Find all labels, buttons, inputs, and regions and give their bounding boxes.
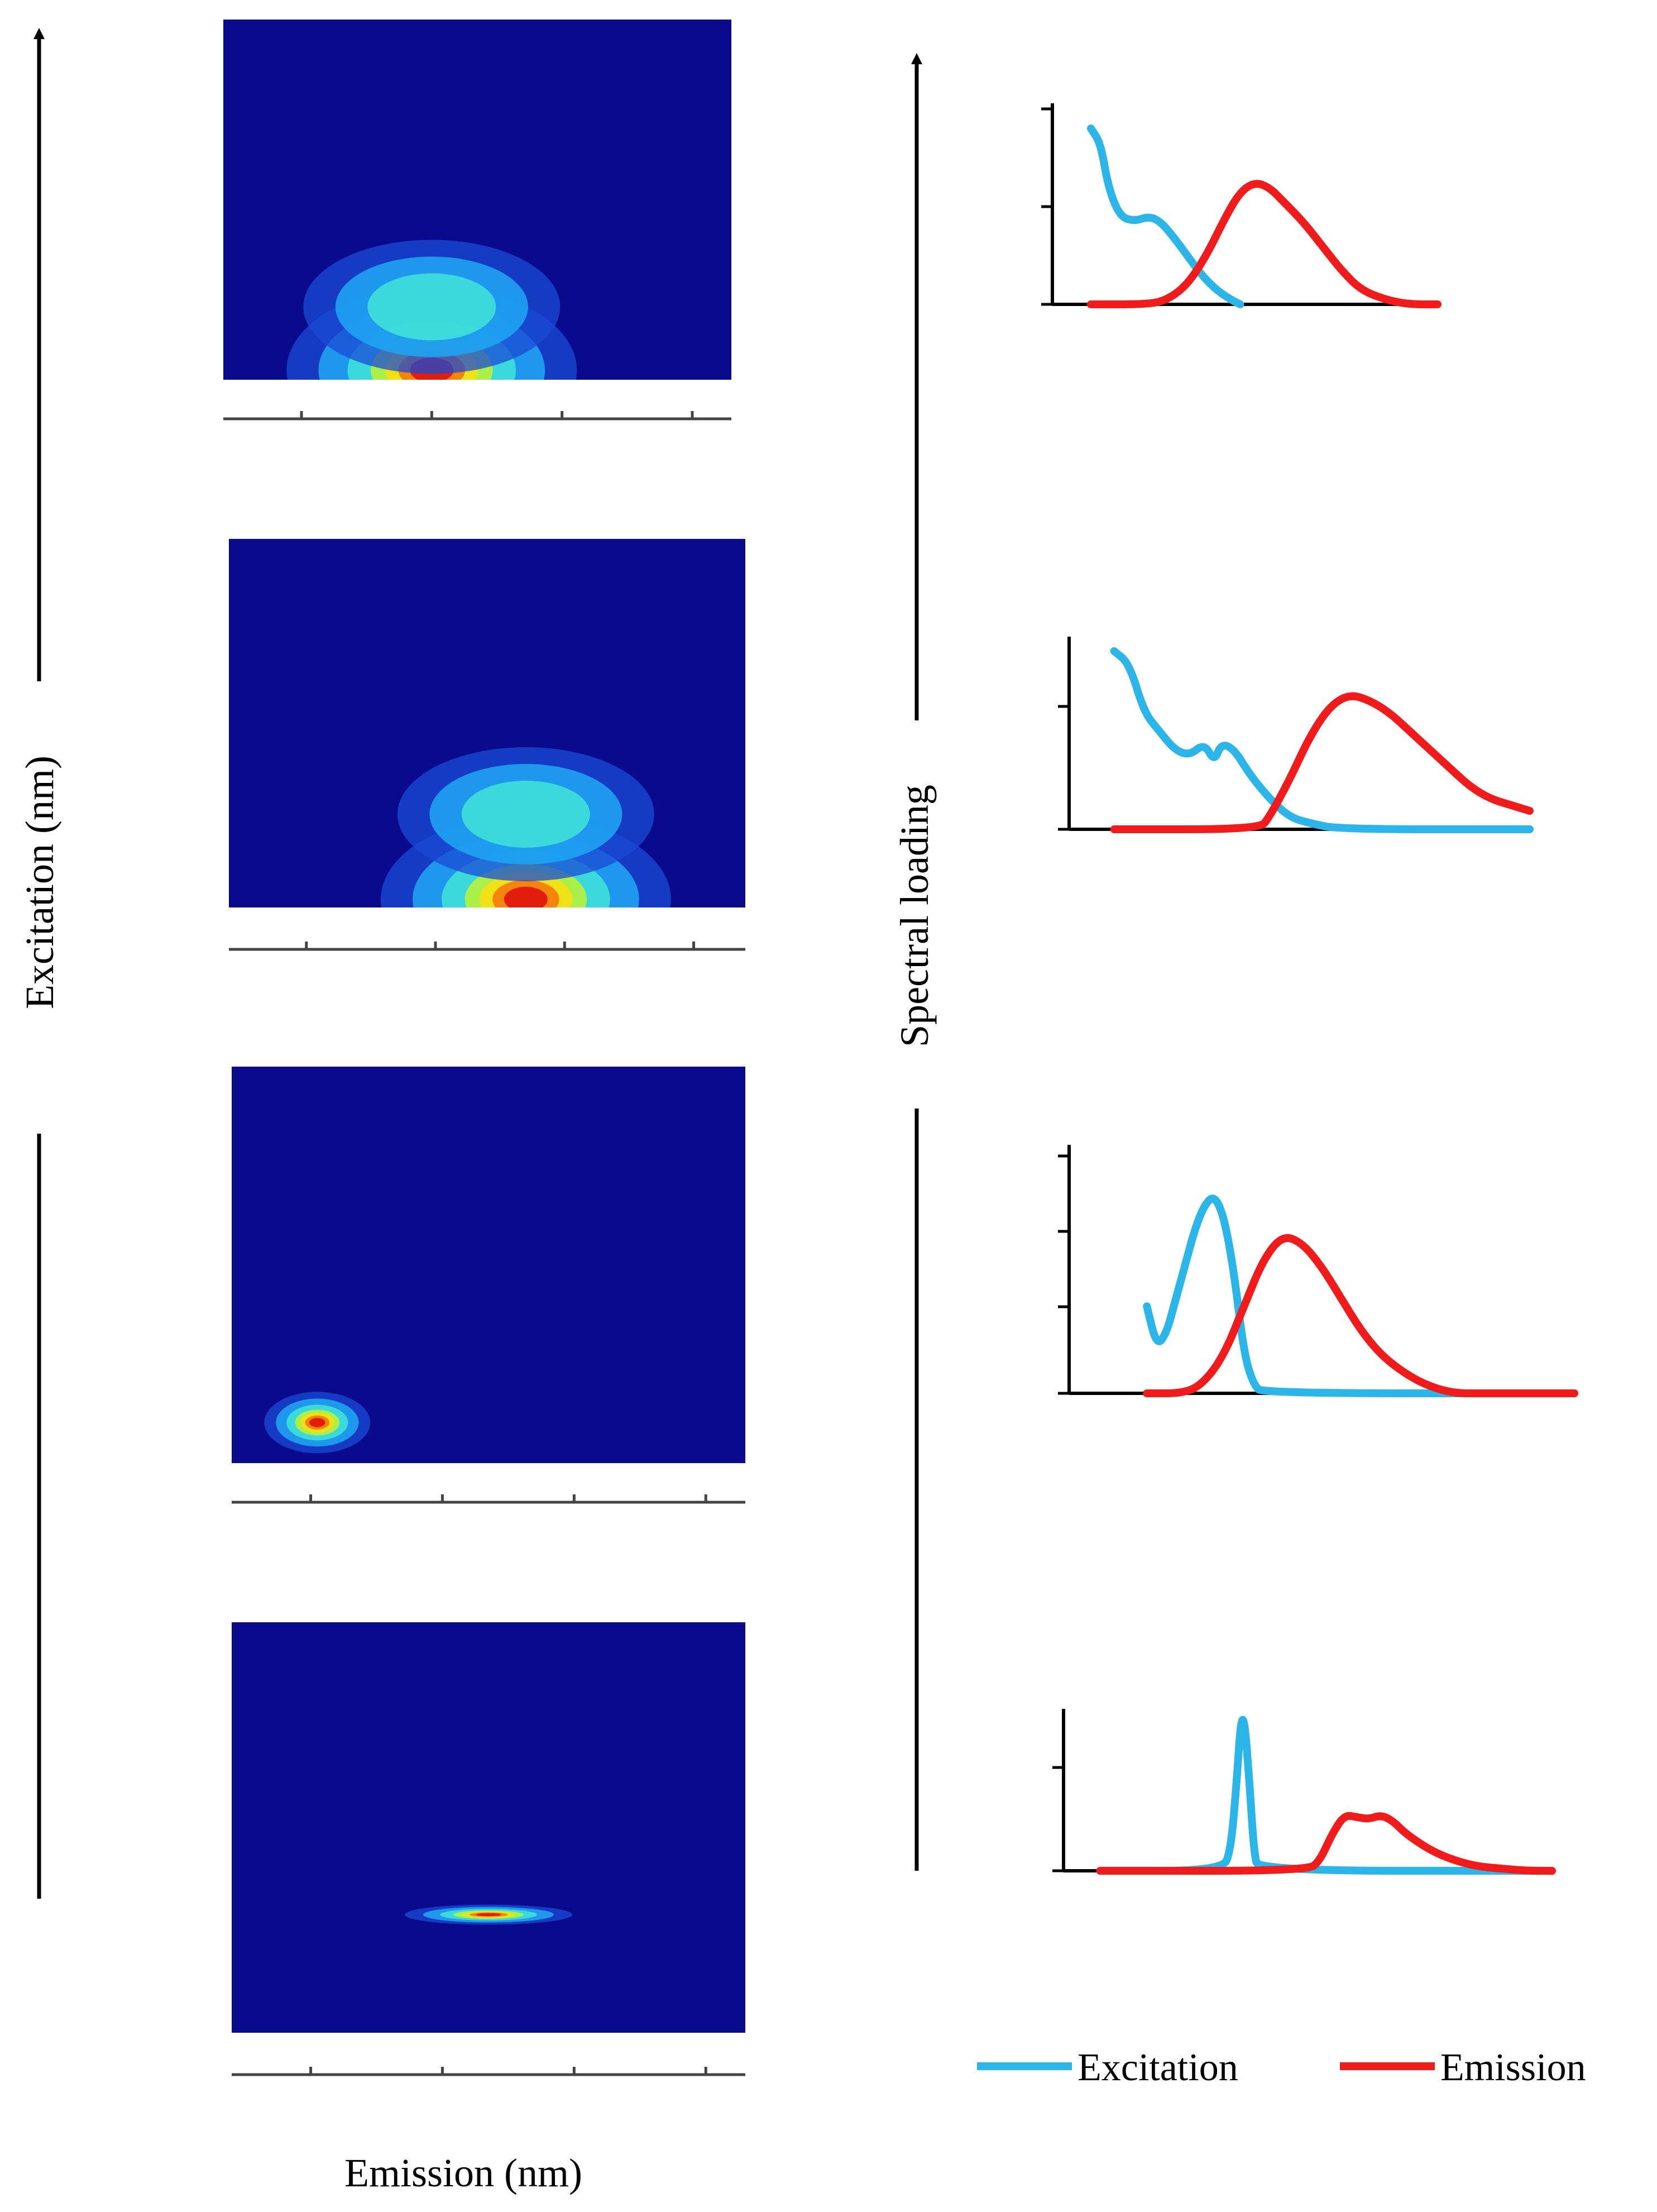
heatmap-panel-c [229,539,745,951]
left-axis-label: Excitation (nm) [17,756,62,1009]
heatmap-peak-contour [461,780,590,848]
right-axis-label: Spectral loading [892,785,937,1047]
heatmap-peaks [264,1392,371,1454]
panels [223,20,1578,2076]
series-line-emission [1096,1812,1556,1875]
series-line-emission [1087,180,1442,309]
bottom-axis-label: Emission (nm) [344,2151,582,2195]
heatmap-peaks [380,747,671,907]
series-line-excitation [1110,647,1534,833]
legend-emission-label: Emission [1440,2046,1586,2089]
series-line-excitation [1087,125,1244,308]
legend: Excitation Emission [977,2046,1586,2089]
heatmap-peak-contour [309,1418,325,1427]
heatmap-panel-e [232,1067,745,1504]
line-panel-b [1041,103,1442,309]
heatmap-peak [303,240,561,374]
heatmap-peaks [286,240,577,380]
heatmap-peak [405,1904,572,1925]
heatmap-panel-g [232,1622,745,2076]
series-line-excitation [1143,1195,1578,1397]
heatmap-peak [264,1392,371,1454]
heatmap-background [232,1622,745,2033]
heatmap-peak-contour [476,1913,501,1917]
series-line-emission [1143,1234,1578,1397]
line-panel-h [1052,1709,1556,1875]
line-panel-f [1058,1145,1578,1397]
heatmap-panel-a [223,20,731,421]
heatmap-peak [397,747,654,881]
heatmap-peaks [405,1904,572,1925]
legend-excitation-label: Excitation [1077,2046,1238,2089]
heatmap-peak-contour [367,273,496,341]
line-panel-d [1058,637,1534,834]
heatmap-peak-contour [504,886,548,907]
series-line-emission [1110,692,1534,834]
